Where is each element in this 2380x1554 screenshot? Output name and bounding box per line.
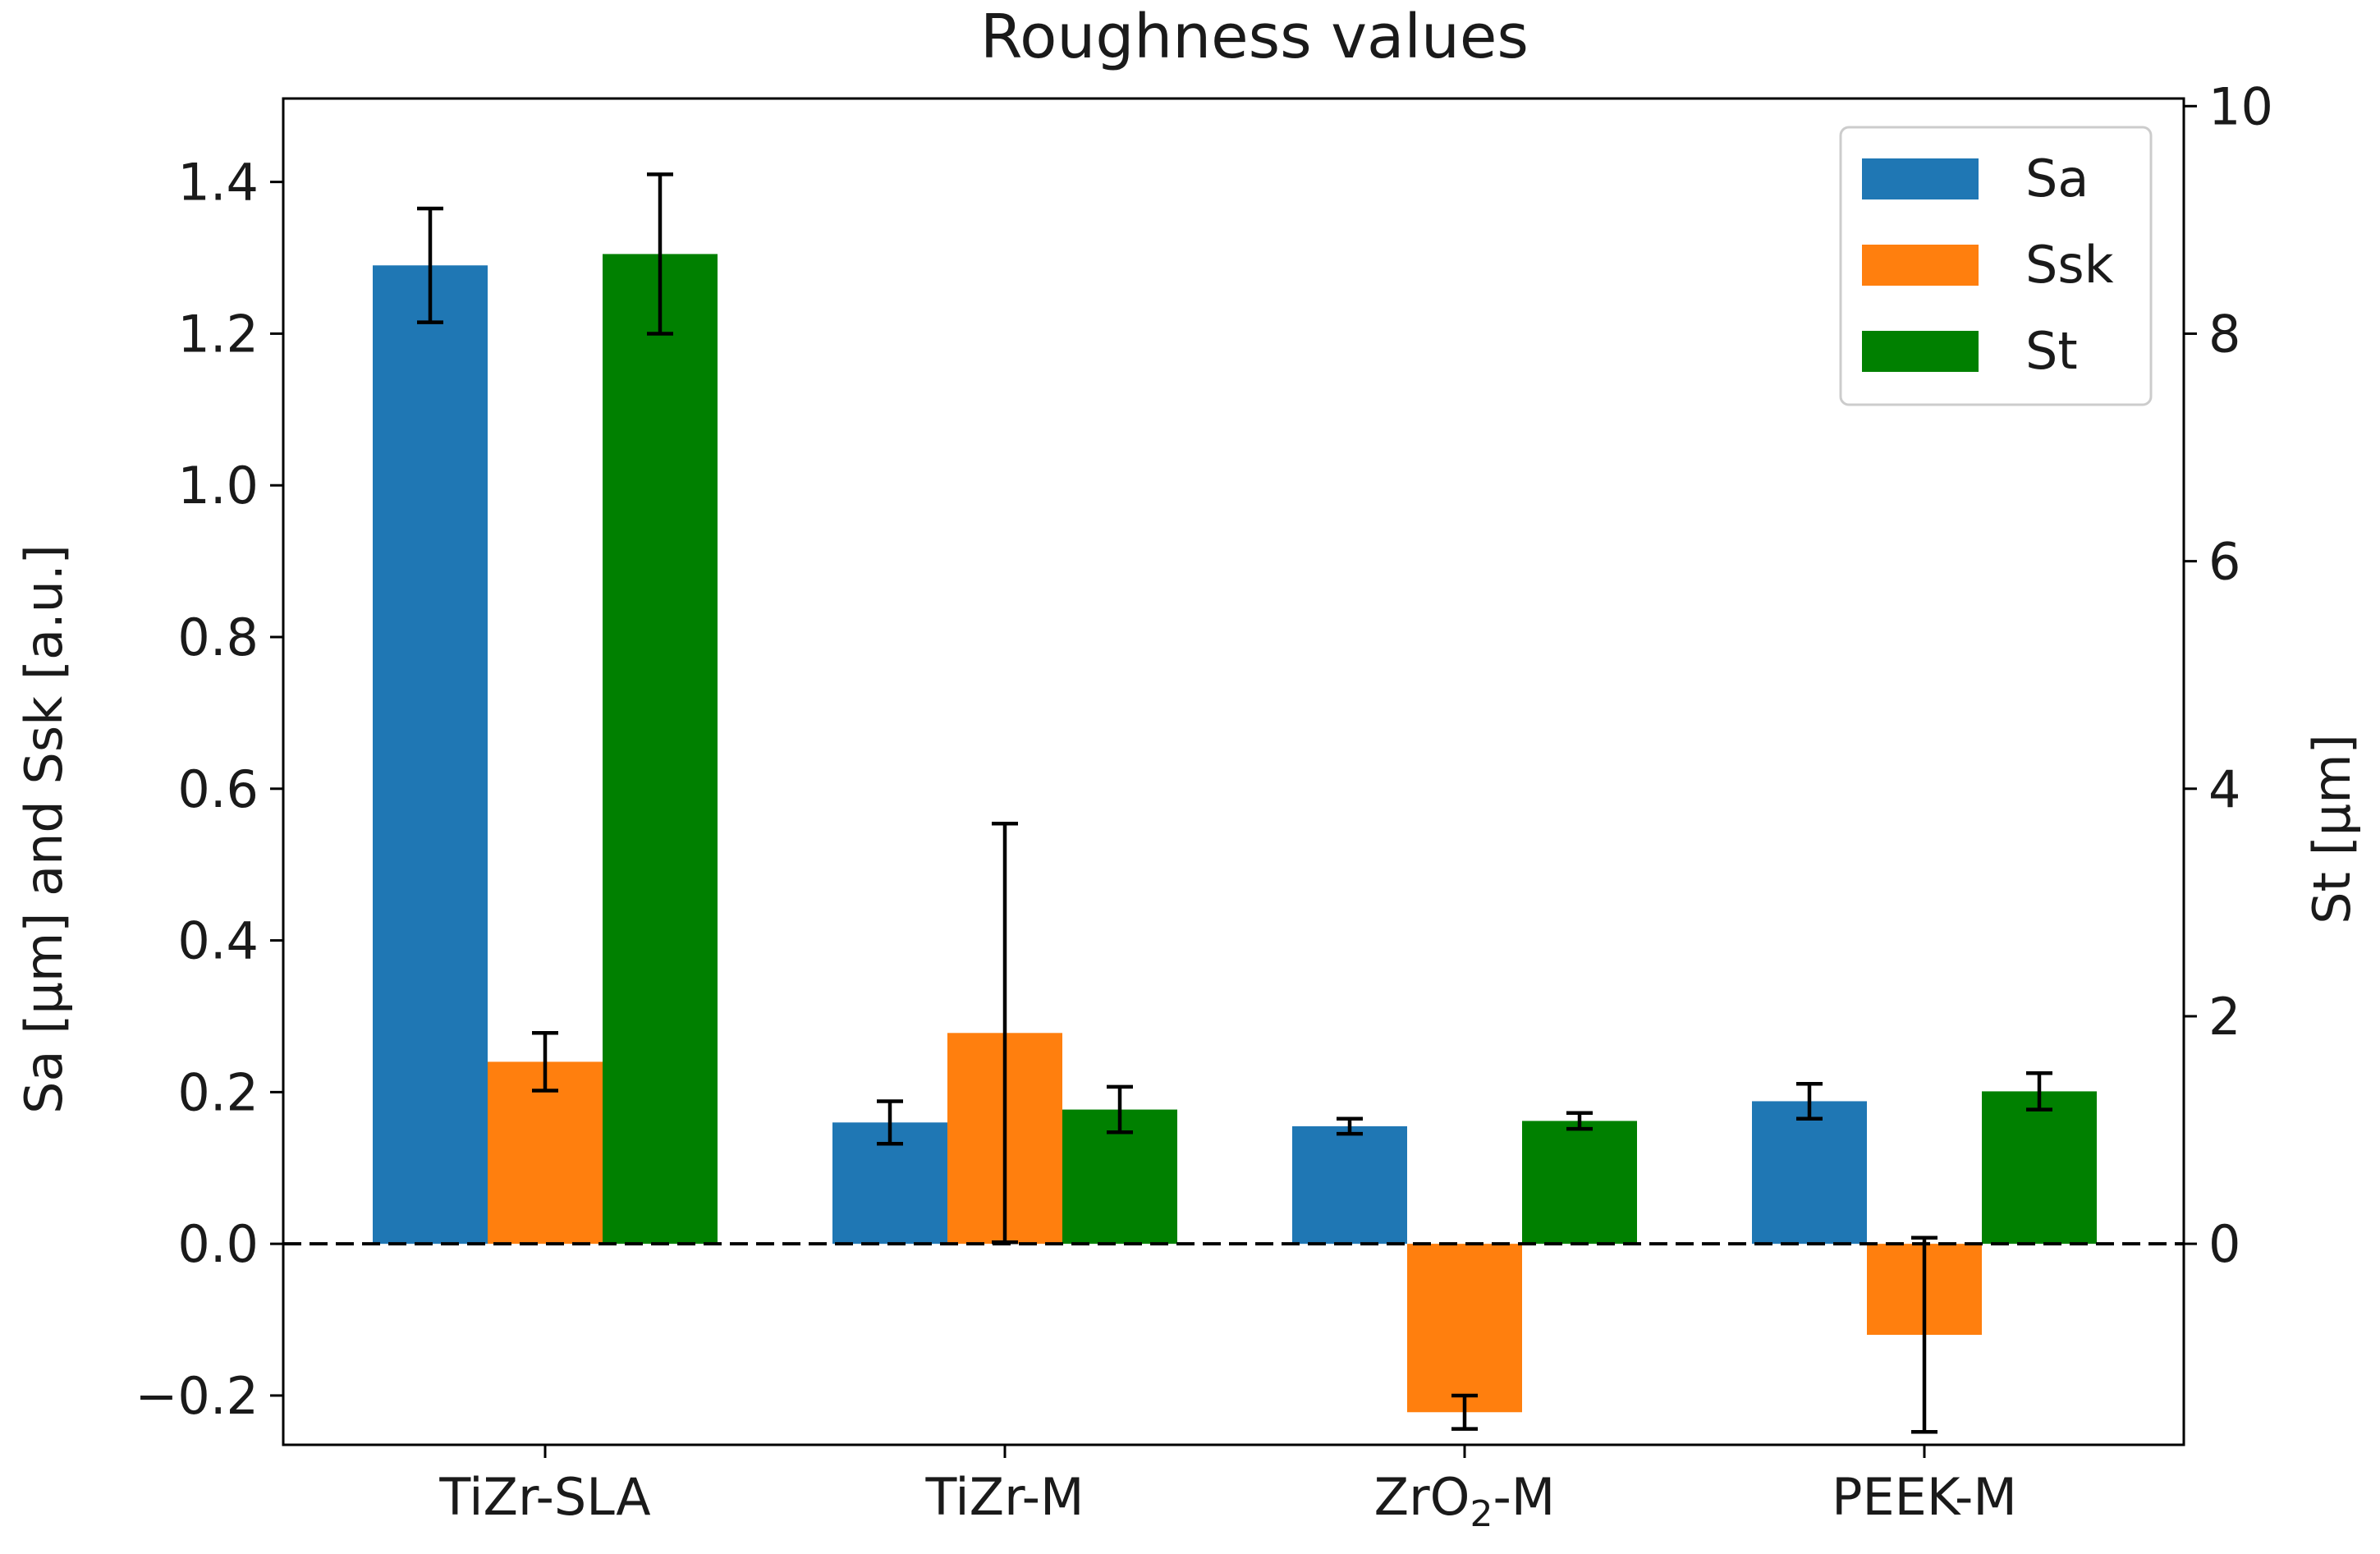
error-bar-st-4 — [2026, 1070, 2052, 1112]
legend-label-sa: Sa — [2025, 149, 2089, 209]
bar-ssk-3 — [1407, 1244, 1522, 1413]
x-tick-label: ZrO2-M — [1374, 1467, 1556, 1535]
legend-swatch-st — [1862, 331, 1979, 372]
chart-title: Roughness values — [980, 2, 1529, 72]
right-tick-label: 6 — [2208, 532, 2240, 592]
left-tick-label: 0.6 — [177, 759, 259, 819]
bars-layer — [373, 254, 2097, 1413]
legend-swatch-ssk — [1862, 245, 1979, 286]
bar-st-1 — [603, 254, 718, 1245]
left-tick-label: −0.2 — [135, 1366, 259, 1426]
right-y-axis: 0 2 4 6 8 10 — [2184, 76, 2273, 1274]
right-tick-label: 8 — [2208, 304, 2240, 364]
bar-sa-1 — [373, 265, 488, 1245]
error-bar-ssk-1 — [532, 1031, 558, 1093]
left-tick-label: 0.8 — [177, 607, 259, 667]
error-bar-ssk-3 — [1451, 1393, 1478, 1431]
left-tick-label: 0.4 — [177, 911, 259, 971]
x-tick-label: TiZr-M — [924, 1467, 1084, 1527]
right-tick-label: 0 — [2208, 1214, 2240, 1274]
error-bar-sa-2 — [877, 1099, 903, 1146]
left-tick-label: 1.2 — [177, 304, 259, 364]
right-y-axis-title: St [µm] — [2302, 734, 2362, 924]
error-bar-sa-3 — [1337, 1116, 1363, 1136]
plot-frame — [282, 97, 2185, 1446]
legend-swatch-sa — [1862, 158, 1979, 199]
right-tick-label: 2 — [2208, 987, 2240, 1047]
left-tick-label: 0.2 — [177, 1062, 259, 1122]
left-tick-label: 0.0 — [177, 1214, 259, 1274]
error-bars-layer — [417, 172, 2052, 1434]
left-tick-label: 1.4 — [177, 153, 259, 213]
right-tick-label: 10 — [2208, 76, 2273, 136]
x-tick-label: PEEK-M — [1832, 1467, 2017, 1527]
left-tick-label: 1.0 — [177, 456, 259, 516]
x-tick-label: TiZr-SLA — [438, 1467, 650, 1527]
legend-label-st: St — [2025, 321, 2078, 381]
error-bar-sa-1 — [417, 206, 443, 324]
bar-sa-4 — [1752, 1101, 1867, 1245]
right-tick-label: 4 — [2208, 759, 2240, 819]
bar-st-4 — [1982, 1091, 2097, 1245]
x-axis: TiZr-SLA TiZr-M ZrO2-M PEEK-M — [438, 1445, 2017, 1535]
error-bar-st-1 — [647, 172, 673, 336]
legend-label-ssk: Ssk — [2025, 235, 2114, 295]
error-bar-st-2 — [1107, 1084, 1133, 1135]
error-bar-sa-4 — [1796, 1081, 1823, 1121]
left-y-axis-title: Sa [µm] and Ssk [a.u.] — [14, 544, 74, 1114]
bar-sa-3 — [1292, 1125, 1407, 1245]
error-bar-st-3 — [1566, 1111, 1593, 1131]
bar-st-3 — [1522, 1121, 1637, 1245]
left-y-axis: −0.2 0.0 0.2 0.4 0.6 0.8 1.0 1.2 1.4 — [135, 153, 283, 1426]
error-bar-ssk-4 — [1911, 1235, 1937, 1434]
legend: Sa Ssk St — [1839, 126, 2153, 406]
